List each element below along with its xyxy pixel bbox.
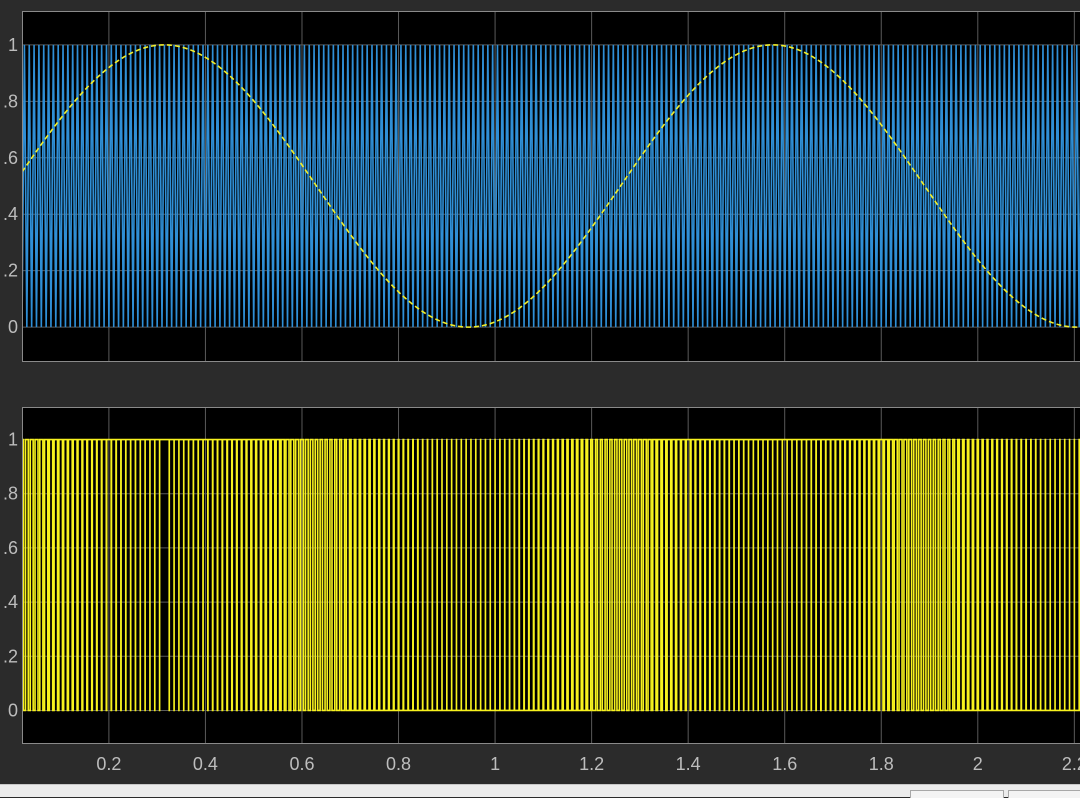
y-tick-label: 1 (8, 430, 18, 450)
y-tick-label: .8 (3, 91, 18, 111)
y-tick-label: .8 (3, 484, 18, 504)
x-tick-label: 1.6 (772, 754, 797, 774)
x-tick-label: 0.6 (289, 754, 314, 774)
y-tick-label: .2 (3, 261, 18, 281)
y-tick-label: .2 (3, 646, 18, 666)
axes-2: 0.2.4.6.810.20.40.60.811.21.41.61.822.2 (3, 407, 1080, 774)
status-button[interactable] (1008, 790, 1080, 798)
y-tick-label: 0 (8, 700, 18, 720)
y-tick-label: .6 (3, 538, 18, 558)
y-tick-label: 0 (8, 317, 18, 337)
x-tick-label: 1 (490, 754, 500, 774)
axes-1: 0 .2 .4 .6 .8 1 (3, 11, 1080, 362)
x-tick-label: 1.4 (676, 754, 701, 774)
x-tick-label: 0.8 (386, 754, 411, 774)
y-tick-label: 1 (8, 35, 18, 55)
x-tick-label: 2 (973, 754, 983, 774)
x-tick-label: 2.2 (1062, 754, 1080, 774)
status-bar (0, 784, 1080, 797)
y-tick-label: .4 (3, 204, 18, 224)
y-tick-label: .6 (3, 148, 18, 168)
x-tick-label: 0.2 (96, 754, 121, 774)
y-tick-label: .4 (3, 592, 18, 612)
status-button[interactable] (910, 790, 1004, 798)
x-tick-label: 1.2 (579, 754, 604, 774)
x-tick-label: 0.4 (193, 754, 218, 774)
x-tick-label: 1.8 (869, 754, 894, 774)
